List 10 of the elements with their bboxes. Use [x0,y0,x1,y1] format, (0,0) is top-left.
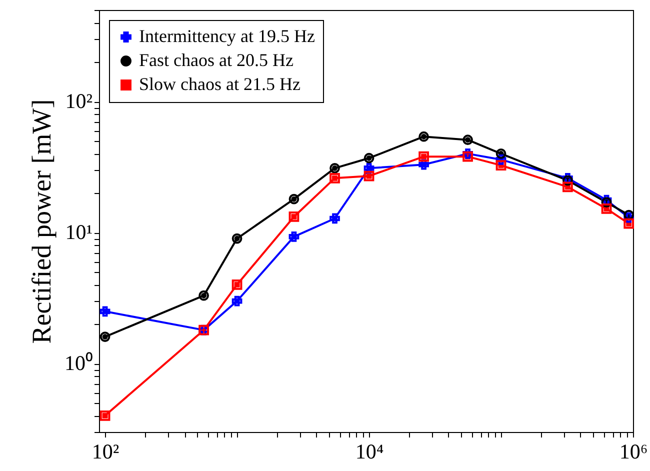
legend-label: Intermittency at 19.5 Hz [139,26,315,46]
legend-label: Fast chaos at 20.5 Hz [139,50,294,70]
y-tick-label: 10² [65,89,92,114]
legend-label: Slow chaos at 21.5 Hz [139,74,300,94]
y-tick-label: 10⁰ [64,351,92,376]
x-tick-label: 10⁶ [619,440,648,464]
y-axis-title: Rectified power [mW] [26,99,56,344]
y-tick-label: 10¹ [65,220,92,244]
x-tick-label: 10⁴ [355,440,384,464]
x-tick-label: 10² [92,440,120,464]
